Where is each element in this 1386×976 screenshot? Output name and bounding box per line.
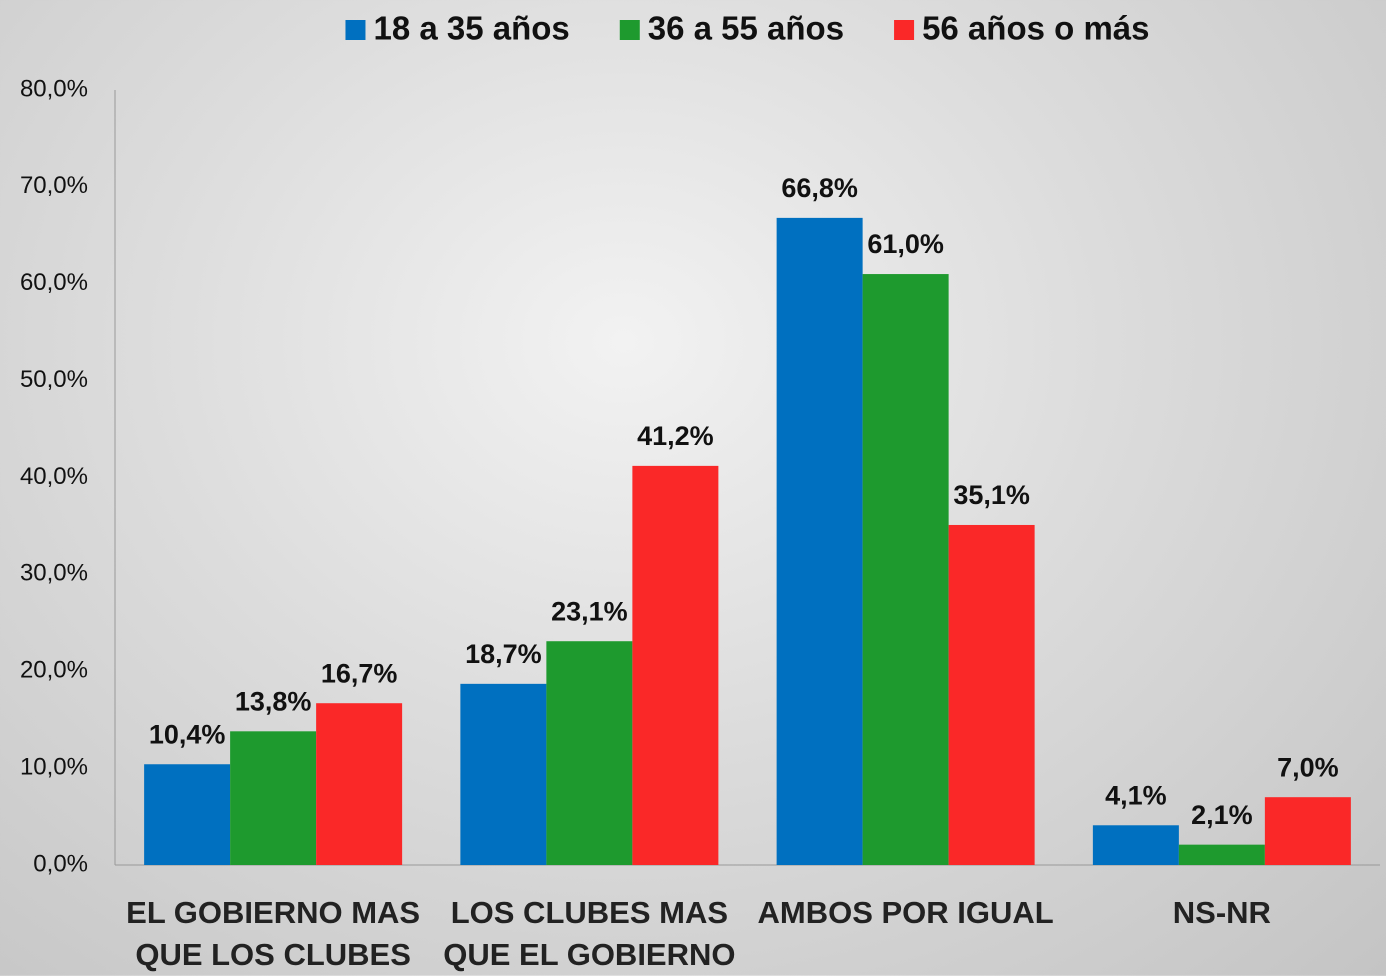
data-label: 66,8% (781, 173, 858, 203)
data-label: 2,1% (1191, 800, 1253, 830)
x-tick-label: NS-NR (1172, 895, 1271, 930)
bar (230, 731, 317, 865)
data-label: 10,4% (149, 719, 226, 749)
data-label: 23,1% (551, 596, 628, 626)
y-tick-label: 80,0% (20, 75, 88, 102)
y-tick-label: 10,0% (20, 753, 88, 780)
legend-swatch (345, 20, 366, 40)
y-tick-label: 50,0% (20, 366, 88, 393)
bar (632, 465, 719, 865)
data-label: 13,8% (235, 686, 312, 716)
bar (862, 274, 949, 865)
bar (948, 524, 1035, 865)
legend-swatch (619, 20, 640, 40)
bar (316, 703, 403, 865)
bar (1178, 844, 1265, 865)
data-label: 18,7% (465, 639, 542, 669)
x-tick-label: AMBOS POR IGUAL (757, 895, 1054, 930)
legend-label: 18 a 35 años (373, 10, 569, 47)
bar (1264, 797, 1351, 865)
data-label: 35,1% (953, 480, 1030, 510)
bar (776, 217, 863, 865)
legend-label: 36 a 55 años (648, 10, 844, 47)
y-tick-label: 30,0% (20, 560, 88, 587)
y-tick-label: 70,0% (20, 172, 88, 199)
x-tick-label: EL GOBIERNO MAS QUE LOS CLUBES (126, 895, 421, 972)
legend-swatch (894, 20, 915, 40)
data-label: 41,2% (637, 421, 714, 451)
bar (460, 683, 547, 865)
bar (1092, 825, 1179, 865)
data-label: 4,1% (1105, 780, 1167, 810)
data-label: 16,7% (321, 658, 398, 688)
legend-label: 56 años o más (922, 10, 1149, 47)
y-tick-label: 0,0% (33, 850, 88, 877)
data-label: 61,0% (867, 229, 944, 259)
y-tick-label: 60,0% (20, 269, 88, 296)
data-label: 7,0% (1277, 752, 1339, 782)
bar (144, 764, 231, 865)
x-tick-label: LOS CLUBES MAS QUE EL GOBIERNO (443, 895, 736, 972)
y-tick-label: 40,0% (20, 463, 88, 490)
bar (546, 641, 633, 865)
y-tick-label: 20,0% (20, 657, 88, 684)
